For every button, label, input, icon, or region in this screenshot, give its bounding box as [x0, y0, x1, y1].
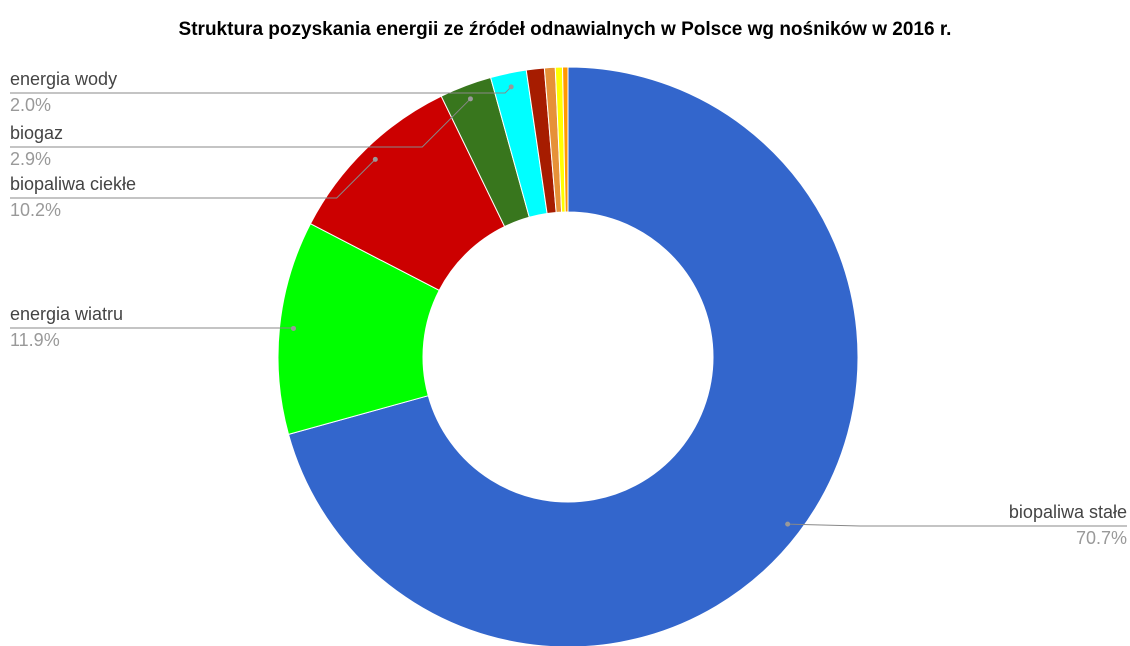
donut-slice [287, 66, 859, 646]
leader-dot [372, 156, 378, 162]
slice-value-label: 11.9% [10, 330, 60, 350]
leader-dot [508, 84, 514, 90]
slice-label: energia wody [10, 69, 117, 89]
donut-slice [277, 223, 440, 436]
donut-slice [562, 66, 569, 213]
leader-line [10, 98, 471, 148]
leader-line [10, 159, 376, 199]
slice-value-label: 10.2% [10, 200, 61, 220]
chart-title: Struktura pozyskania energii ze źródeł o… [179, 19, 952, 40]
slice-value-label: 70.7% [1076, 528, 1127, 548]
leader-dot [785, 521, 791, 527]
slice-label: energia wiatru [10, 304, 123, 324]
leader-dot [290, 325, 296, 331]
slice-value-label: 2.0% [10, 95, 51, 115]
leader-line [10, 86, 512, 94]
slice-label: biopaliwa ciekłe [10, 174, 136, 194]
slice-value-label: 2.9% [10, 149, 51, 169]
slice-label: biogaz [10, 123, 63, 143]
leader-dot [467, 96, 473, 102]
leader-line [787, 523, 1127, 527]
slice-label: biopaliwa stałe [1009, 502, 1127, 522]
